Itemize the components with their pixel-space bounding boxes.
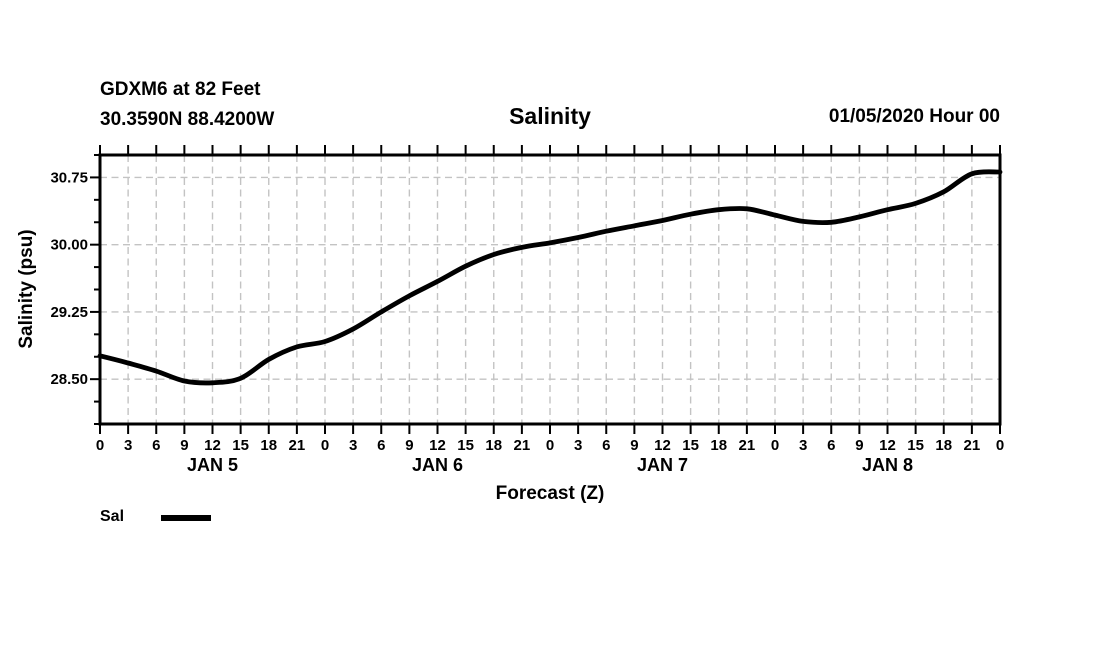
x-tick-label: 9 (855, 437, 863, 454)
x-tick-label: 3 (349, 437, 357, 454)
plot-border (98, 153, 1002, 426)
x-tick-label: 9 (405, 437, 413, 454)
y-tick-label: 28.50 (50, 371, 88, 388)
x-tick-label: 18 (260, 437, 277, 454)
x-tick-label: 0 (771, 437, 779, 454)
salinity-line (97, 169, 1003, 386)
y-tick-label: 29.25 (50, 304, 88, 321)
x-tick-label: 12 (429, 437, 446, 454)
legend-line-swatch (161, 515, 212, 521)
x-tick-label: 0 (96, 437, 104, 454)
x-tick-label: 18 (935, 437, 952, 454)
x-tick-label: 15 (907, 437, 924, 454)
day-label: JAN 5 (187, 455, 238, 475)
day-label: JAN 8 (862, 455, 913, 475)
x-tick-label: 18 (710, 437, 727, 454)
day-label: JAN 7 (637, 455, 688, 475)
x-tick-label: 21 (514, 437, 531, 454)
x-tick-label: 3 (574, 437, 582, 454)
legend: Sal (100, 508, 212, 528)
x-tick-label: 15 (457, 437, 474, 454)
x-tick-label: 18 (485, 437, 502, 454)
x-tick-label: 6 (377, 437, 385, 454)
legend-series-label: Sal (100, 508, 125, 525)
station-name: GDXM6 at 82 Feet (100, 79, 261, 100)
forecast-run-time: 01/05/2020 Hour 00 (828, 106, 1000, 127)
x-tick-label: 9 (630, 437, 638, 454)
x-tick-label: 0 (321, 437, 329, 454)
x-tick-label: 15 (232, 437, 249, 454)
x-tick-label: 12 (654, 437, 671, 454)
y-tick-label: 30.00 (50, 237, 88, 254)
x-axis-title: Forecast (Z) (495, 483, 605, 504)
x-tick-label: 15 (682, 437, 699, 454)
x-tick-label: 6 (152, 437, 160, 454)
x-tick-label: 0 (996, 437, 1004, 454)
x-tick-label: 3 (799, 437, 807, 454)
chart-title: Salinity (509, 103, 591, 129)
x-tick-label: 6 (827, 437, 835, 454)
x-tick-label: 0 (546, 437, 554, 454)
day-label: JAN 6 (412, 455, 463, 475)
x-tick-label: 9 (180, 437, 188, 454)
x-tick-label: 21 (964, 437, 981, 454)
x-tick-label: 3 (124, 437, 132, 454)
x-tick-label: 21 (739, 437, 756, 454)
x-tick-label: 6 (602, 437, 610, 454)
x-tick-label: 12 (204, 437, 221, 454)
station-header: GDXM6 at 82 Feet 30.3590N 88.4200W (100, 75, 274, 135)
x-tick-label: 21 (289, 437, 306, 454)
station-coordinates: 30.3590N 88.4200W (100, 109, 275, 130)
x-tick-label: 12 (879, 437, 896, 454)
y-tick-label: 30.75 (50, 169, 88, 186)
